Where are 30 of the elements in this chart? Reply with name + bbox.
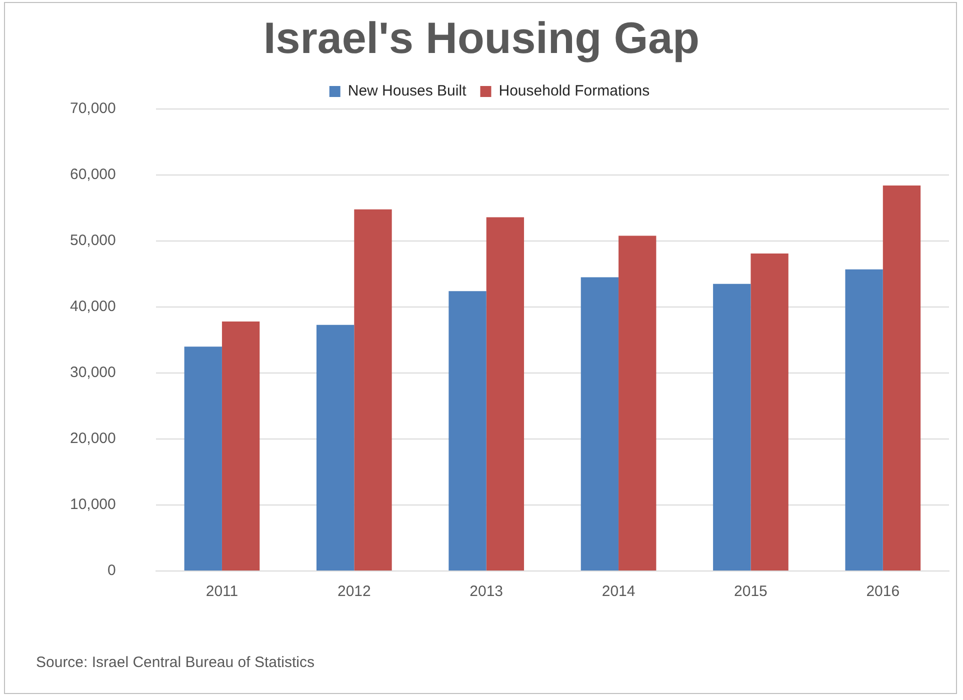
bar — [486, 217, 524, 570]
y-tick-label: 20,000 — [70, 430, 116, 448]
x-tick-label: 2011 — [206, 583, 238, 600]
bar — [184, 346, 222, 570]
y-tick-label: 10,000 — [70, 496, 116, 514]
y-tick-label: 30,000 — [70, 364, 116, 382]
bar — [354, 209, 392, 570]
x-tick-label: 2014 — [602, 583, 636, 600]
y-tick-label: 40,000 — [70, 298, 116, 316]
source-note: Source: Israel Central Bureau of Statistics — [36, 654, 314, 671]
bar — [222, 322, 260, 570]
x-tick-label: 2013 — [470, 583, 504, 600]
y-tick-label: 50,000 — [70, 232, 116, 250]
x-tick-label: 2012 — [337, 583, 371, 600]
legend-label: New Houses Built — [348, 82, 468, 100]
bar — [316, 324, 354, 570]
bar — [882, 186, 921, 570]
y-tick-label: 70,000 — [70, 100, 116, 118]
bar — [448, 291, 486, 570]
bar — [750, 254, 788, 570]
legend-label: Household Formations — [498, 82, 650, 100]
x-tick-label: 2015 — [734, 583, 768, 600]
x-tick-label: 2016 — [866, 583, 900, 600]
chart-title: Israel's Housing Gap — [262, 14, 700, 64]
bar — [713, 284, 751, 570]
y-tick-label: 0 — [108, 562, 116, 580]
y-tick-label: 60,000 — [70, 166, 116, 184]
bar — [580, 277, 619, 570]
bar — [618, 236, 656, 570]
bar — [845, 269, 883, 570]
